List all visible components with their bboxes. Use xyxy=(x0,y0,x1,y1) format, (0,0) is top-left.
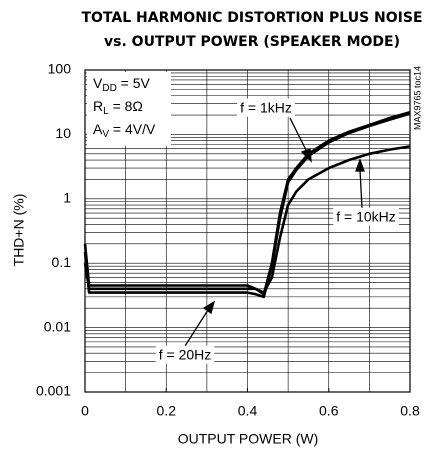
y-tick-label: 0.001 xyxy=(36,383,71,399)
condition-rest: = 8Ω xyxy=(109,98,143,114)
chart-title: vs. OUTPUT POWER (SPEAKER MODE) xyxy=(104,34,400,50)
condition: AV = 4V/V xyxy=(93,121,156,140)
arrow xyxy=(359,169,363,209)
condition-sub: L xyxy=(103,106,109,117)
arrowhead xyxy=(202,300,216,315)
label-bg xyxy=(155,345,215,364)
side-note: MAX9765 toc14 xyxy=(412,66,422,130)
x-tick-label: 0 xyxy=(81,403,89,419)
condition-sub: V xyxy=(102,129,109,140)
labels: f = 1kHz f = 10kHz f = 20Hz xyxy=(155,98,399,364)
series-label: f = 10kHz xyxy=(336,209,396,225)
condition-main: R xyxy=(93,98,103,114)
series-line xyxy=(83,145,411,294)
chart-title: TOTAL HARMONIC DISTORTION PLUS NOISE xyxy=(81,10,422,26)
y-tick-label: 10 xyxy=(55,125,71,141)
arrow xyxy=(289,117,308,153)
arrow xyxy=(184,309,209,347)
condition-main: A xyxy=(93,121,103,137)
condition-sub: DD xyxy=(102,83,116,94)
series-line xyxy=(83,112,411,299)
x-tick-label: 0.6 xyxy=(319,403,339,419)
y-tick-label: 0.01 xyxy=(44,318,71,334)
x-tick-label: 0.4 xyxy=(238,403,258,419)
y-axis-label: THD+N (%) xyxy=(11,194,27,267)
x-tick-label: 0.8 xyxy=(400,403,420,419)
condition-rest: = 4V/V xyxy=(109,121,156,137)
conditions-box xyxy=(87,72,171,146)
label-bg xyxy=(237,98,295,117)
condition-main: V xyxy=(93,75,103,91)
y-tick-label: 1 xyxy=(63,190,71,206)
lines xyxy=(83,111,411,299)
y-tick-label: 100 xyxy=(48,61,72,77)
arrows xyxy=(184,117,365,347)
x-tick-label: 0.2 xyxy=(157,403,177,419)
condition-rest: = 5V xyxy=(117,75,151,91)
arrowhead xyxy=(355,158,365,172)
series-label: f = 1kHz xyxy=(240,100,292,116)
series-label: f = 20Hz xyxy=(159,347,212,363)
label-bg xyxy=(333,207,399,226)
grid xyxy=(84,69,411,393)
condition: VDD = 5V xyxy=(93,75,151,94)
x-axis-label: OUTPUT POWER (W) xyxy=(178,431,319,447)
arrowhead xyxy=(300,148,312,163)
condition: RL = 8Ω xyxy=(93,98,143,117)
y-tick-label: 0.1 xyxy=(52,254,72,270)
